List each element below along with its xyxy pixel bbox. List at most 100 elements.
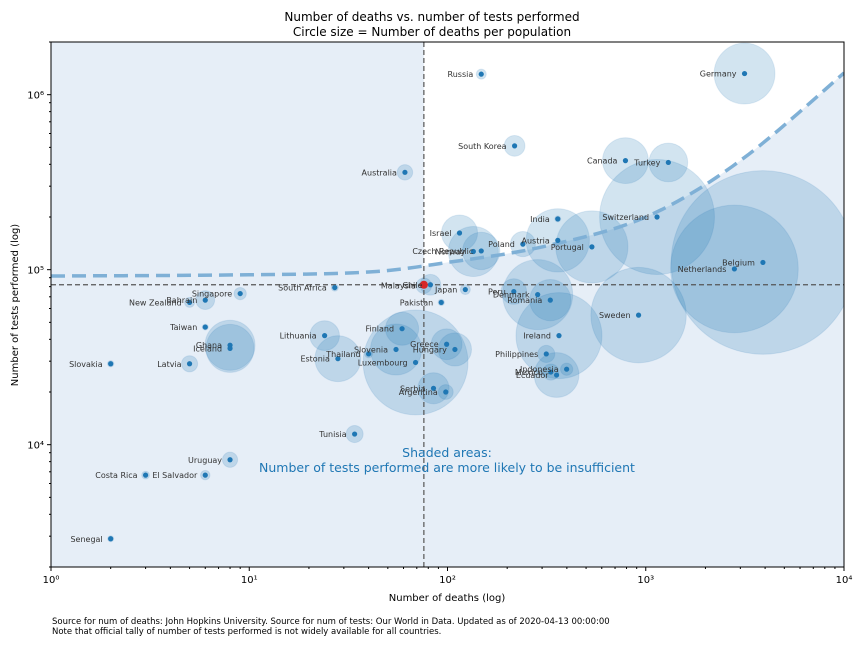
point-label: Turkey (633, 158, 660, 167)
point-japan (462, 286, 468, 293)
point-pakistan (438, 299, 444, 306)
point-canada (622, 158, 629, 164)
point-label: Mexico (515, 368, 543, 377)
point-israel (456, 230, 463, 236)
point-uruguay (227, 457, 233, 463)
point-label: Poland (488, 240, 515, 249)
point-label: Latvia (157, 360, 181, 369)
point-germany (741, 70, 748, 77)
point-chile (427, 282, 434, 288)
point-latvia (186, 361, 193, 367)
point-label: Taiwan (169, 323, 197, 332)
point-label: Chile (402, 281, 422, 290)
footnote-line-2: Note that official tally of number of te… (52, 627, 442, 637)
chart-subtitle: Circle size = Number of deaths per popul… (292, 25, 572, 39)
point-hungary (452, 346, 458, 353)
point-label: Japan (434, 286, 457, 295)
y-tick-label: 10⁶ (27, 91, 44, 102)
point-norway (470, 248, 476, 255)
y-tick-label: 10⁵ (27, 266, 44, 277)
point-label: Peru (488, 288, 506, 297)
point-serbia (430, 385, 437, 391)
point-greece (444, 341, 450, 347)
point-label: Philippines (495, 350, 538, 359)
point-label: Sweden (599, 311, 631, 320)
point-costa-rica (142, 472, 149, 478)
point-india (555, 216, 561, 222)
point-label: Norway (435, 248, 466, 257)
point-austria (555, 237, 561, 243)
point-label: Hungary (413, 345, 447, 354)
point-label: Lithuania (280, 332, 317, 341)
point-finland (399, 326, 405, 332)
point-estonia (335, 356, 341, 362)
shaded-region-layer (51, 42, 844, 567)
point-label: Israel (430, 229, 452, 238)
annotation-line-1: Shaded areas: (402, 445, 492, 460)
y-axis-label: Number of tests performed (log) (10, 224, 21, 387)
point-peru (511, 288, 517, 295)
point-label: Denmark (493, 291, 530, 300)
point-ecuador (553, 372, 560, 378)
point-label: Estonia (300, 355, 330, 364)
point-portugal (589, 244, 595, 250)
annotation-layer: Shaded areas: Number of tests performed … (259, 445, 635, 475)
x-axis-label: Number of deaths (log) (389, 593, 506, 604)
x-tick-label: 10⁰ (43, 575, 60, 586)
point-label-layer: Russia Germany South Korea Australia Canada T… (69, 70, 755, 544)
point-slovenia (393, 346, 399, 353)
point-lithuania (322, 333, 328, 339)
point-label: Canada (587, 157, 618, 166)
footnote-line-1: Source for num of deaths: John Hopkins U… (52, 617, 610, 627)
point-label: Portugal (551, 243, 584, 252)
point-label: Switzerland (602, 213, 649, 222)
point-label: Singapore (192, 290, 232, 299)
point-russia (478, 71, 484, 77)
point-south-korea (511, 143, 518, 149)
annotation-line-2: Number of tests performed are more likel… (259, 460, 635, 475)
x-tick-label: 10¹ (241, 575, 258, 586)
point-label: Malaysia (381, 282, 416, 291)
point-label: Romania (507, 296, 542, 305)
x-tick-label: 10³ (637, 575, 654, 586)
point-label: Australia (362, 168, 397, 177)
point-czech-republic (478, 248, 484, 254)
point-romania (547, 297, 553, 303)
y-tick-label: 10⁴ (27, 441, 44, 452)
point-label: El Salvador (152, 471, 198, 480)
point-label: Ecuador (516, 371, 549, 380)
point-bahrain (202, 297, 208, 303)
point-label: Ghana (196, 341, 222, 350)
point-iceland (227, 345, 233, 351)
point-belgium (760, 259, 766, 266)
point-philippines (543, 351, 549, 357)
point-label: Greece (410, 340, 439, 349)
point-argentina (443, 389, 449, 395)
x-tick-label: 10² (439, 575, 456, 586)
point-ireland (556, 333, 562, 339)
axis-layer: 10⁰ 10¹ 10² 10³ 10⁴ 10⁴ 10⁵ 10⁶ (27, 41, 852, 586)
point-indonesia (564, 366, 570, 372)
trend-curve (51, 71, 844, 278)
point-label: Argentina (399, 388, 438, 397)
point-label: Czech Republic (412, 247, 473, 256)
point-label: Senegal (70, 535, 102, 544)
shade-under-curve (51, 73, 844, 567)
point-layer (108, 70, 766, 542)
trend-curve-layer (51, 71, 844, 278)
point-label: South Korea (458, 142, 507, 151)
point-label: Serbia (400, 384, 426, 393)
point-slovakia (108, 361, 114, 367)
point-turkey (665, 159, 671, 166)
point-poland (520, 241, 526, 247)
point-luxembourg (412, 359, 419, 366)
point-singapore (237, 290, 243, 297)
point-denmark (535, 292, 541, 298)
chart-title: Number of deaths vs. number of tests per… (284, 10, 580, 24)
point-label: Costa Rica (95, 471, 137, 480)
point-label: Pakistan (400, 298, 434, 307)
point-label: Thailand (325, 350, 360, 359)
shade-low-deaths (51, 42, 424, 285)
point-label: Belgium (722, 258, 755, 267)
